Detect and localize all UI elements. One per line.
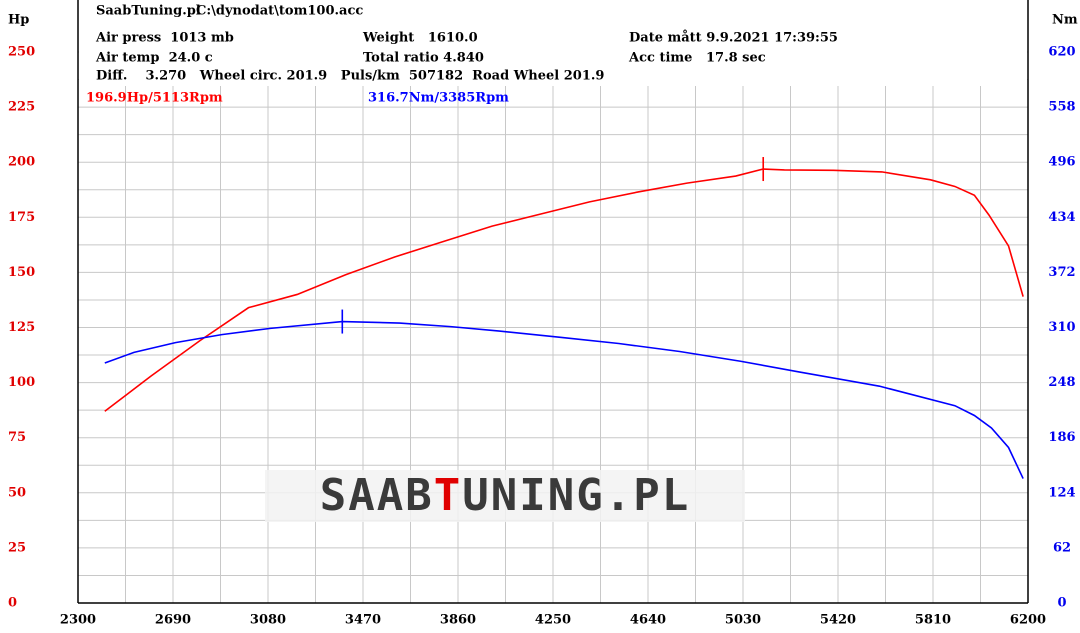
x-tick-label: 2300 <box>60 613 96 628</box>
header-field: Weight 1610.0 <box>362 31 478 46</box>
watermark-part: UNING.PL <box>462 470 690 521</box>
y2-tick-label: 0 <box>1057 596 1066 611</box>
y-tick-label: 25 <box>8 540 26 555</box>
x-tick-label: 4250 <box>535 613 571 628</box>
watermark: SAABTUNING.PL <box>265 470 745 522</box>
header-field: Total ratio 4.840 <box>363 51 484 66</box>
y-tick-label: 50 <box>8 485 26 500</box>
y2-tick-label: 434 <box>1048 210 1075 225</box>
y-tick-label: 200 <box>8 155 35 170</box>
y-tick-label: 250 <box>8 45 35 60</box>
header-background <box>79 0 1027 86</box>
header-field: Air temp 24.0 c <box>95 51 213 66</box>
x-tick-label: 3080 <box>250 613 286 628</box>
y2-tick-label: 310 <box>1048 320 1075 335</box>
x-tick-label: 5030 <box>725 613 761 628</box>
y-tick-label: 175 <box>8 210 35 225</box>
x-tick-label: 2690 <box>155 613 191 628</box>
y2-tick-label: 372 <box>1048 265 1075 280</box>
y-axis-label: Hp <box>8 13 29 28</box>
y2-tick-label: 496 <box>1048 155 1075 170</box>
power-curve <box>104 320 1024 479</box>
peak-label: 196.9Hp/5113Rpm <box>86 91 223 106</box>
power-curve <box>104 168 1024 412</box>
watermark-part: SAAB <box>320 470 434 521</box>
y2-tick-label: 186 <box>1048 430 1075 445</box>
header-field: Diff. 3.270 Wheel circ. 201.9 Puls/km 50… <box>96 69 604 84</box>
grid-layer <box>77 51 1029 604</box>
x-tick-label: 6200 <box>1010 613 1046 628</box>
y2-tick-label: 62 <box>1053 540 1071 555</box>
y-tick-label: 100 <box>8 375 35 390</box>
y2-tick-label: 620 <box>1048 45 1075 60</box>
header-field: Acc time 17.8 sec <box>628 51 766 66</box>
header-field: Air press 1013 mb <box>95 31 234 46</box>
y-tick-label: 150 <box>8 265 35 280</box>
watermark-part: T <box>434 470 463 521</box>
y-tick-label: 75 <box>8 430 26 445</box>
y2-tick-label: 248 <box>1048 375 1075 390</box>
x-tick-label: 4640 <box>630 613 666 628</box>
y-tick-label: 225 <box>8 100 35 115</box>
header-site: SaabTuning.pl <box>96 4 201 19</box>
peak-label: 316.7Nm/3385Rpm <box>368 91 509 106</box>
x-tick-label: 5810 <box>915 613 951 628</box>
x-tick-label: 3470 <box>345 613 381 628</box>
watermark-text: SAABTUNING.PL <box>320 470 690 521</box>
y-tick-label: 125 <box>8 320 35 335</box>
x-tick-label: 5420 <box>820 613 856 628</box>
header-file: C:\dynodat\tom100.acc <box>196 4 363 19</box>
y2-tick-label: 124 <box>1048 485 1075 500</box>
y2-axis-label: Nm <box>1052 13 1078 28</box>
x-tick-label: 3860 <box>440 613 476 628</box>
y2-tick-label: 558 <box>1048 100 1075 115</box>
header-field: Date mått 9.9.2021 17:39:55 <box>629 30 838 46</box>
watermark-background <box>265 470 745 522</box>
y-tick-label: 0 <box>8 596 17 611</box>
